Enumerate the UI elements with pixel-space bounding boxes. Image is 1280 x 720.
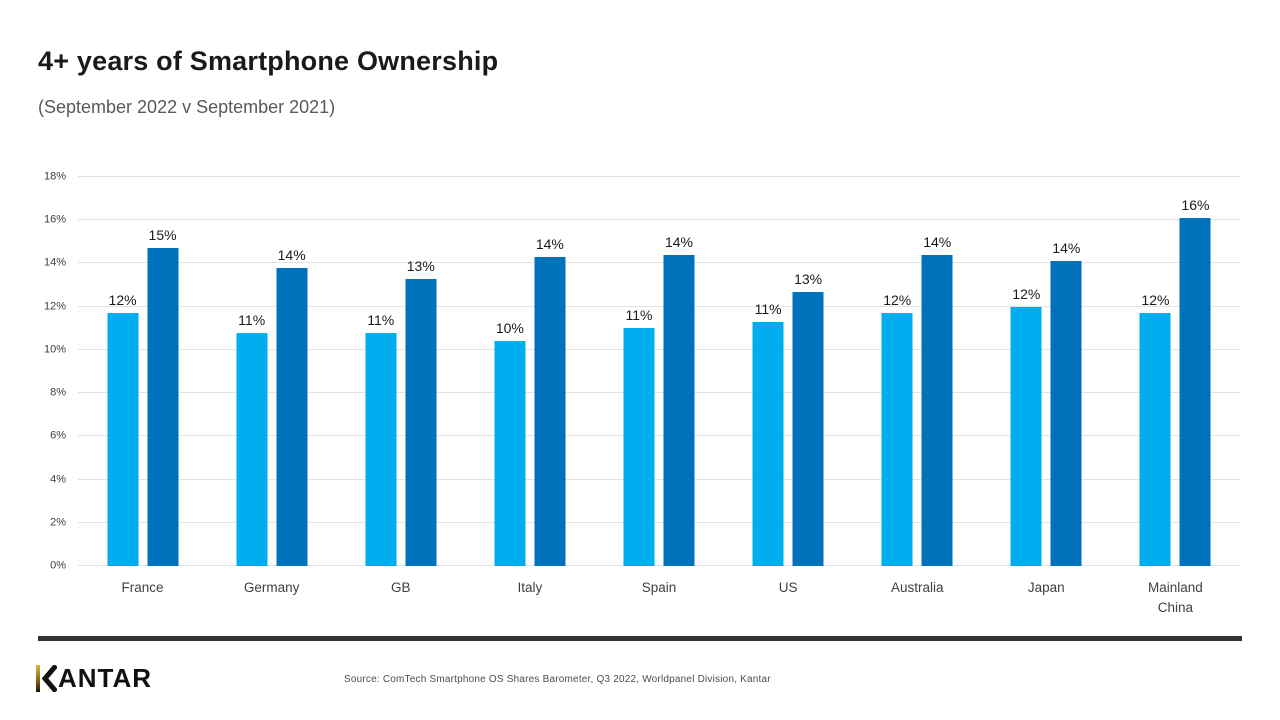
bar-group-japan: 12% 14% Japan — [982, 177, 1111, 595]
bar-september-2021-germany: 14% — [276, 247, 308, 566]
y-axis-tick-label: 6% — [50, 429, 66, 442]
gridline — [78, 219, 1240, 221]
bar-group-italy: 10% 14% Italy — [465, 177, 594, 595]
bar-pair: 10% 14% — [494, 236, 566, 566]
bar-group-mainland-china: 12% 16% Mainland China — [1111, 177, 1240, 615]
bar-value-label: 10% — [495, 320, 524, 337]
bar-value-label: 15% — [148, 227, 177, 244]
bar-pair: 12% 14% — [1010, 240, 1082, 566]
bar-group-spain: 11% 14% Spain — [594, 177, 723, 595]
y-axis-tick-label: 0% — [50, 559, 66, 572]
bar-group-germany: 11% 14% Germany — [207, 177, 336, 595]
category-label: Australia — [890, 580, 944, 595]
category-label: Italy — [517, 580, 543, 595]
bar-value-label: 14% — [277, 246, 306, 263]
bar-september-2022-japan: 12% — [1010, 286, 1042, 566]
bar-september-2022-us: 11% — [752, 301, 784, 566]
bar-value-label: 11% — [625, 307, 653, 324]
bar-group-gb: 11% 13% GB — [336, 177, 465, 595]
y-axis-tick-label: 4% — [50, 473, 66, 486]
bar-group-us: 11% 13% US — [724, 177, 853, 595]
kantar-logo-text: ANTAR — [58, 663, 153, 693]
bar-september-2022-spain: 11% — [623, 307, 655, 566]
y-axis-tick-label: 8% — [50, 386, 66, 399]
y-axis-tick-label: 12% — [43, 300, 66, 313]
bar-pair: 11% 14% — [236, 247, 308, 566]
bar-pair: 12% 15% — [107, 227, 179, 566]
gridline — [78, 565, 1240, 566]
y-axis: 0% 2% 4% 6% 8% 10% 12% 14% 16% 18% — [26, 171, 72, 571]
source-text: Source: ComTech Smartphone OS Shares Bar… — [344, 674, 771, 685]
gridline — [78, 262, 1240, 264]
bar-september-2021-australia: 14% — [921, 234, 953, 566]
chart-subtitle: (September 2022 v September 2021) — [38, 97, 336, 117]
bar-september-2022-australia: 12% — [881, 292, 913, 566]
category-label: France — [121, 580, 164, 595]
gridline — [78, 305, 1240, 307]
bar-september-2022-italy: 10% — [494, 320, 526, 566]
bar-september-2021-mainland-china: 16% — [1179, 197, 1211, 566]
y-axis-tick-label: 14% — [43, 256, 66, 269]
category-label: Germany — [243, 580, 300, 595]
bar-pair: 11% 13% — [365, 258, 437, 566]
y-axis-tick-label: 2% — [50, 516, 66, 529]
bar-september-2022-mainland-china: 12% — [1139, 292, 1171, 566]
bar-value-label: 13% — [406, 257, 435, 274]
gridline — [78, 392, 1240, 394]
bar-value-label: 12% — [108, 292, 137, 309]
bar-september-2022-gb: 11% — [365, 312, 397, 566]
bar-value-label: 14% — [664, 233, 693, 250]
gridline — [78, 521, 1240, 523]
y-axis-tick-label: 18% — [43, 170, 66, 183]
bar-value-label: 14% — [923, 233, 952, 250]
bar-pair: 11% 13% — [752, 271, 824, 566]
gridline — [78, 478, 1240, 480]
footer-divider — [38, 636, 1242, 641]
bar-value-label: 12% — [883, 292, 912, 309]
category-label: US — [778, 580, 798, 595]
bar-value-label: 11% — [238, 311, 266, 328]
chart-title: 4+ years of Smartphone Ownership — [38, 46, 499, 76]
bar-value-label: 14% — [535, 235, 564, 252]
plot-area: 12% 15% France 11% 14% Germany 11% 13% GB 10% 14% I… — [78, 176, 1240, 615]
category-label: Spain — [641, 580, 677, 595]
kantar-logo: ANTAR — [36, 663, 152, 693]
category-label: GB — [391, 580, 411, 595]
bar-september-2022-france: 12% — [107, 292, 139, 566]
bar-september-2021-italy: 14% — [534, 236, 566, 566]
bar-september-2021-gb: 13% — [405, 258, 437, 566]
bar-value-label: 11% — [754, 300, 782, 317]
bar-september-2021-spain: 14% — [663, 234, 695, 566]
bar-september-2021-japan: 14% — [1050, 240, 1082, 566]
kantar-logo-gold-bar-icon — [36, 664, 40, 692]
gridline — [78, 435, 1240, 437]
y-axis-tick-label: 16% — [43, 213, 66, 226]
bar-value-label: 16% — [1181, 197, 1210, 214]
gridline — [78, 348, 1240, 350]
bar-september-2021-us: 13% — [792, 271, 824, 566]
bar-value-label: 11% — [367, 311, 395, 328]
bar-value-label: 12% — [1141, 292, 1170, 309]
bar-group-france: 12% 15% France — [78, 177, 207, 595]
bar-september-2022-germany: 11% — [236, 312, 268, 566]
bar-value-label: 14% — [1052, 240, 1081, 257]
bar-september-2021-france: 15% — [147, 227, 179, 566]
kantar-k-icon — [42, 664, 57, 692]
bar-pair: 12% 16% — [1139, 197, 1211, 566]
y-axis-tick-label: 10% — [43, 343, 66, 356]
bar-group-australia: 12% 14% Australia — [853, 177, 982, 595]
bar-value-label: 13% — [794, 270, 823, 287]
category-label: Mainland China — [1148, 580, 1203, 616]
bar-value-label: 12% — [1012, 285, 1041, 302]
category-label: Japan — [1027, 580, 1065, 595]
bar-pair: 12% 14% — [881, 234, 953, 566]
gridline — [78, 176, 1240, 177]
bar-pair: 11% 14% — [623, 234, 695, 566]
